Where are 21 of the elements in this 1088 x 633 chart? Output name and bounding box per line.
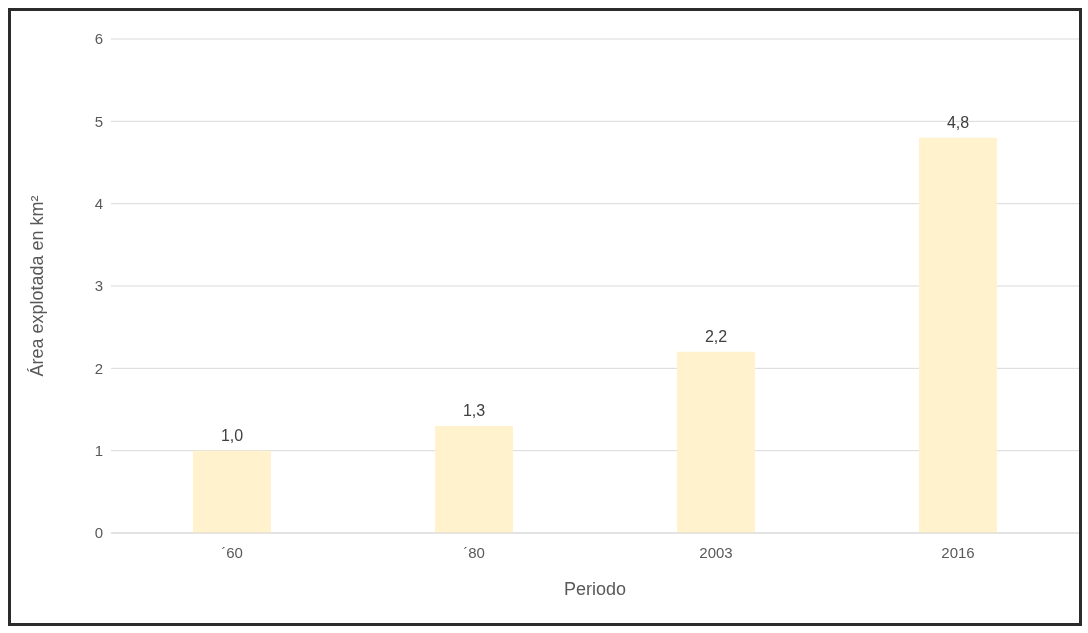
data-label: 1,0 — [220, 426, 244, 444]
y-tick-label: 1 — [94, 441, 103, 459]
bar — [919, 137, 997, 533]
y-axis-title: Área explotada en km² — [27, 195, 47, 377]
x-axis-title: Periodo — [563, 579, 627, 599]
data-label: 1,3 — [462, 401, 486, 419]
bar — [435, 425, 513, 533]
x-tick-label: 2003 — [699, 543, 733, 561]
y-tick-label: 4 — [94, 194, 103, 212]
bar — [193, 450, 271, 533]
data-label: 4,8 — [946, 113, 970, 131]
y-tick-label: 6 — [94, 30, 103, 48]
x-tick-label: ´60 — [221, 543, 243, 561]
bar — [677, 351, 755, 533]
y-tick-label: 0 — [94, 524, 103, 542]
y-tick-label: 5 — [94, 112, 103, 130]
x-tick-label: ´80 — [463, 543, 485, 561]
data-label: 2,2 — [704, 327, 728, 345]
y-tick-label: 2 — [94, 359, 103, 377]
x-tick-label: 2016 — [941, 543, 975, 561]
y-tick-label: 3 — [94, 277, 103, 295]
